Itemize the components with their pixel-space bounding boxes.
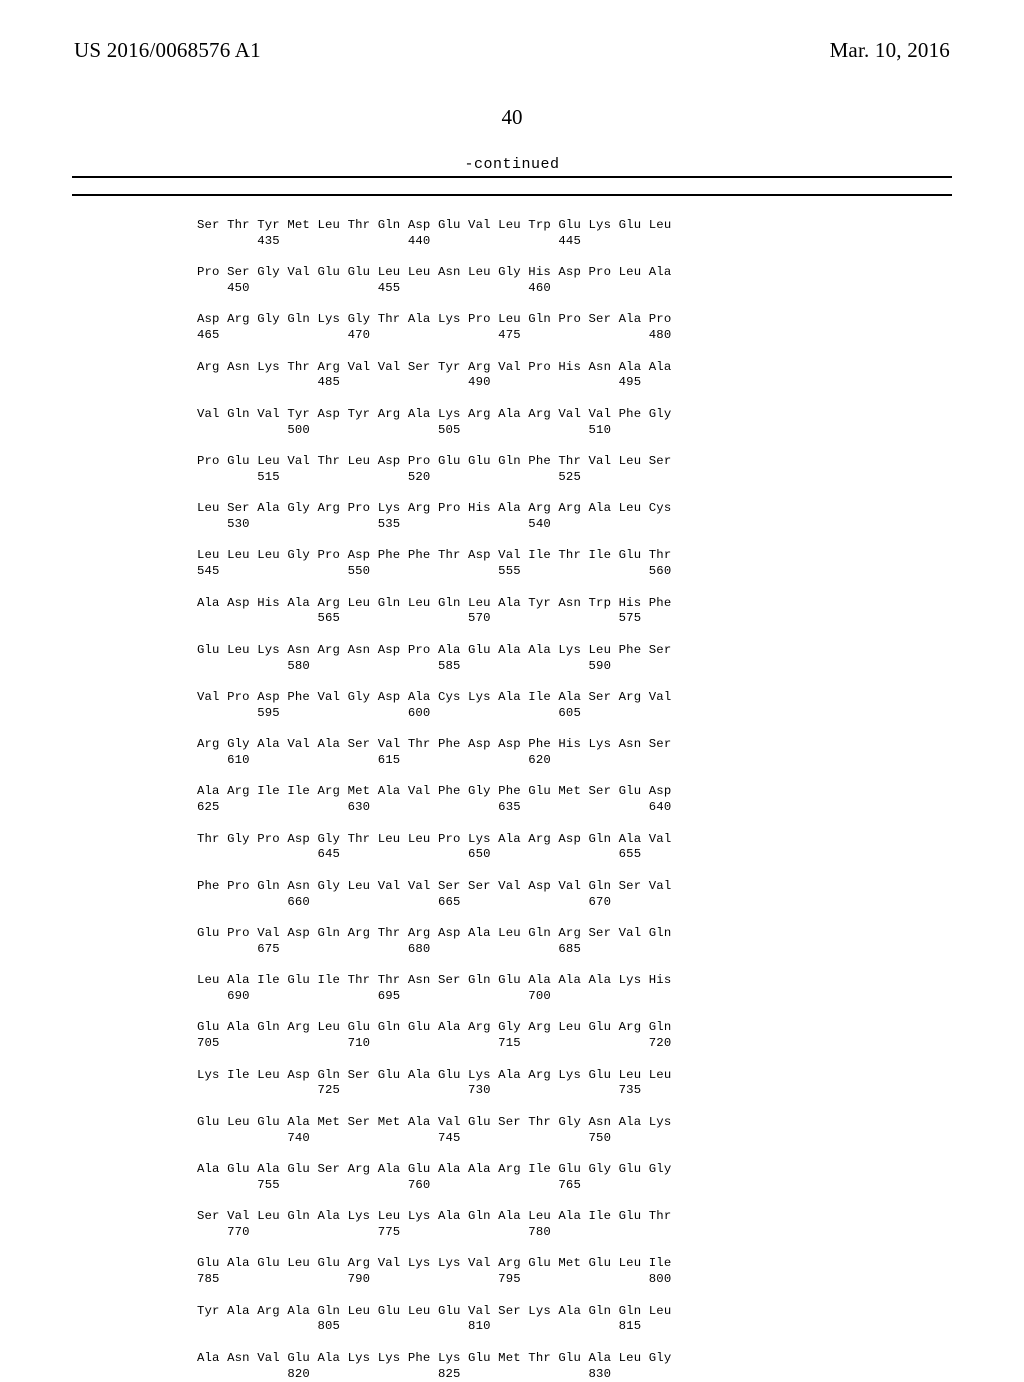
header-row: US 2016/0068576 A1 Mar. 10, 2016 xyxy=(0,38,1024,63)
continued-label: -continued xyxy=(0,156,1024,173)
publication-date: Mar. 10, 2016 xyxy=(830,38,950,63)
horizontal-rule-second xyxy=(72,194,952,196)
page-container: US 2016/0068576 A1 Mar. 10, 2016 40 -con… xyxy=(0,0,1024,1320)
horizontal-rule-top xyxy=(72,176,952,178)
sequence-listing: Ser Thr Tyr Met Leu Thr Gln Asp Glu Val … xyxy=(197,218,1024,1382)
page-number: 40 xyxy=(0,105,1024,130)
publication-number: US 2016/0068576 A1 xyxy=(74,38,261,63)
